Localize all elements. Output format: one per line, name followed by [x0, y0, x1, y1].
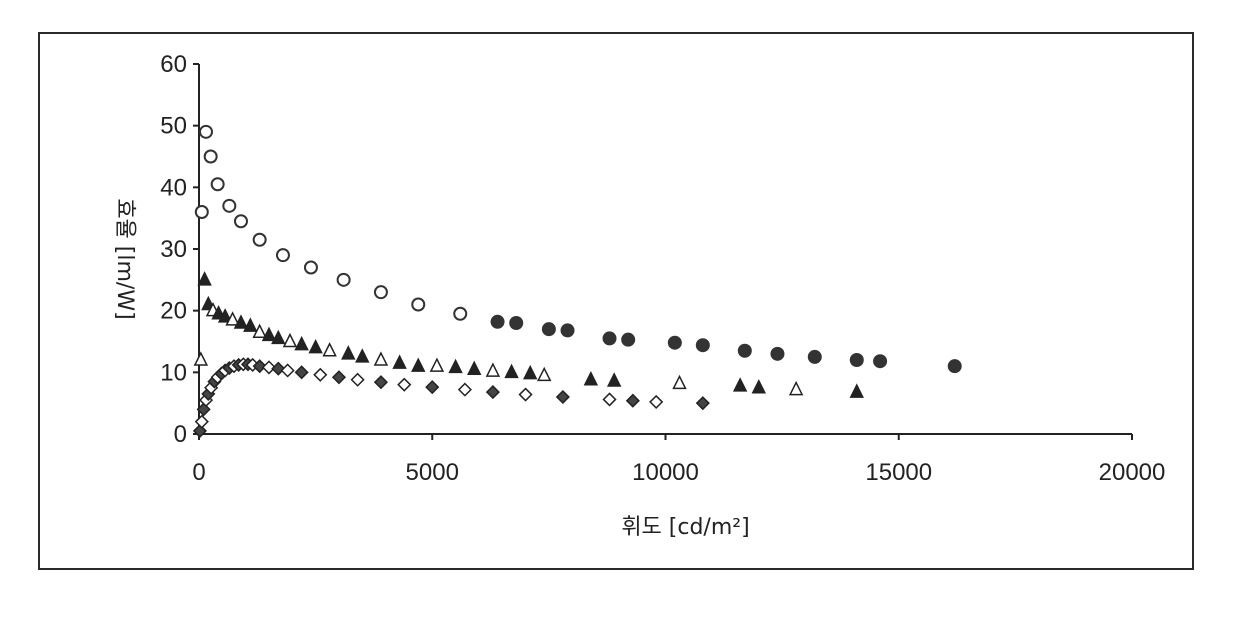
circle-point — [235, 215, 247, 227]
diamond-point — [333, 371, 345, 383]
circle-point — [949, 360, 961, 372]
diamond-point — [697, 397, 709, 409]
triangle-point — [195, 353, 207, 365]
triangle-point — [538, 368, 550, 380]
circle-point — [543, 323, 555, 335]
x-tick-label: 10000 — [632, 459, 699, 486]
triangle-point — [342, 347, 354, 359]
x-tick-label: 20000 — [1099, 459, 1166, 486]
triangle-point — [487, 364, 499, 376]
circle-point — [492, 316, 504, 328]
data-points — [194, 126, 961, 437]
triangle-point — [585, 373, 597, 385]
triangle-point — [356, 350, 368, 362]
circle-point — [205, 151, 217, 163]
triangle-point — [450, 360, 462, 372]
circle-point — [604, 332, 616, 344]
chart-frame: 0 10 20 30 40 50 60 0 5000 10000 15000 20000 휘도 [cd… — [38, 32, 1194, 570]
circle-point — [305, 262, 317, 274]
y-tick-label: 40 — [160, 174, 187, 201]
diamond-point — [375, 376, 387, 388]
y-tick-label: 20 — [160, 298, 187, 325]
x-axis-label: 휘도 [cd/m²] — [621, 515, 749, 540]
circle-point — [510, 317, 522, 329]
triangle-point — [673, 376, 685, 388]
circle-point — [223, 200, 235, 212]
triangle-point — [431, 359, 443, 371]
diamond-point — [604, 393, 616, 405]
y-tick-label: 10 — [160, 359, 187, 386]
diamond-point — [459, 384, 471, 396]
triangle-point — [296, 338, 308, 350]
circle-point — [851, 354, 863, 366]
triangle-point — [734, 379, 746, 391]
circle-point — [771, 348, 783, 360]
circle-point — [277, 249, 289, 261]
triangle-point — [375, 353, 387, 365]
triangle-point — [524, 367, 536, 379]
circle-point — [739, 345, 751, 357]
circle-point — [212, 178, 224, 190]
diamond-point — [650, 396, 662, 408]
circle-point — [454, 308, 466, 320]
y-tick-label: 30 — [160, 236, 187, 263]
triangle-point — [324, 344, 336, 356]
triangle-point — [790, 383, 802, 395]
y-tick-label: 0 — [174, 421, 187, 448]
circle-point — [562, 324, 574, 336]
circle-point — [669, 337, 681, 349]
y-axis-label: 효율 [lm/W] — [112, 198, 137, 319]
triangle-point — [394, 356, 406, 368]
circle-point — [338, 274, 350, 286]
diamond-point — [314, 369, 326, 381]
circle-point — [809, 351, 821, 363]
triangle-point — [412, 359, 424, 371]
diamond-point — [398, 379, 410, 391]
triangle-point — [468, 362, 480, 374]
triangle-point — [753, 381, 765, 393]
diamond-point — [352, 374, 364, 386]
diamond-point — [196, 416, 208, 428]
circle-point — [375, 286, 387, 298]
triangle-point — [199, 273, 211, 285]
triangle-point — [608, 374, 620, 386]
circle-point — [200, 126, 212, 138]
x-tick-label: 0 — [192, 459, 205, 486]
y-tick-label: 50 — [160, 113, 187, 140]
diamond-point — [487, 386, 499, 398]
triangle-point — [310, 341, 322, 353]
diamond-point — [520, 389, 532, 401]
scatter-chart: 0 10 20 30 40 50 60 0 5000 10000 15000 20000 휘도 [cd… — [40, 34, 1192, 568]
y-tick-label: 60 — [160, 51, 187, 78]
circle-point — [874, 355, 886, 367]
triangle-point — [284, 335, 296, 347]
diamond-point — [296, 366, 308, 378]
triangle-point — [506, 365, 518, 377]
circle-point — [412, 299, 424, 311]
circle-point — [697, 339, 709, 351]
diamond-point — [282, 364, 294, 376]
diamond-point — [627, 395, 639, 407]
x-tick-label: 5000 — [406, 459, 459, 486]
circle-point — [622, 334, 634, 346]
triangle-point — [851, 385, 863, 397]
circle-point — [254, 234, 266, 246]
circle-point — [196, 206, 208, 218]
diamond-point — [557, 391, 569, 403]
diamond-point — [426, 381, 438, 393]
x-tick-label: 15000 — [865, 459, 932, 486]
